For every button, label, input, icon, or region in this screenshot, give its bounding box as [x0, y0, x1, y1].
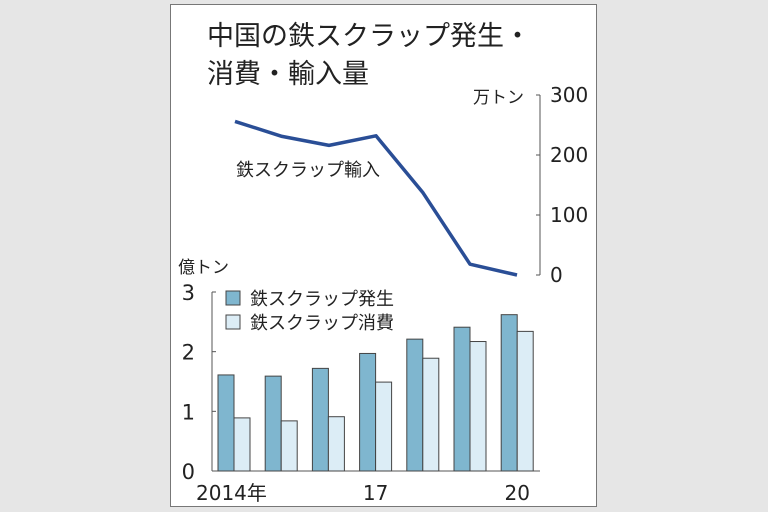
bar-consumption [280, 420, 298, 472]
bar-generation [453, 326, 471, 472]
line-y-tick-label: 300 [550, 83, 588, 107]
chart-title-line2: 消費・輸入量 [207, 59, 369, 90]
bar-consumption [516, 330, 534, 472]
line-y-tick-label: 100 [550, 203, 588, 227]
legend-swatch [225, 314, 241, 330]
bar-generation [406, 338, 424, 472]
import-line [234, 119, 518, 277]
bar-consumption [233, 417, 251, 472]
bar-generation [264, 375, 282, 472]
legend-swatch [225, 290, 241, 306]
line-y-axis-unit: 万トン [473, 88, 524, 108]
line-y-tick-label: 200 [550, 143, 588, 167]
bar-x-tick-label: 17 [363, 481, 388, 505]
bar-generation [500, 314, 518, 472]
bar-y-tick-label: 1 [182, 400, 195, 424]
bar-y-tick-label: 0 [182, 460, 195, 484]
bar-consumption [327, 416, 345, 472]
bar-consumption [422, 357, 440, 472]
bar-x-tick-label: 20 [504, 481, 529, 505]
bar-generation [359, 352, 377, 472]
bar-generation [311, 367, 329, 472]
bar-consumption [375, 381, 393, 472]
line-y-tick-label: 0 [550, 263, 563, 287]
bar-y-tick-label: 3 [182, 281, 195, 305]
chart-title-line1: 中国の鉄スクラップ発生・ [207, 21, 531, 52]
bar-y-axis-unit: 億トン [178, 258, 229, 278]
import-series-label: 鉄スクラップ輸入 [236, 160, 380, 181]
bar-x-tick-label: 2014年 [196, 481, 267, 505]
bar-consumption [469, 341, 487, 472]
bar-y-tick-label: 2 [182, 341, 195, 365]
bar-generation [217, 374, 235, 472]
legend-label: 鉄スクラップ消費 [250, 313, 394, 334]
legend-label: 鉄スクラップ発生 [250, 289, 394, 310]
